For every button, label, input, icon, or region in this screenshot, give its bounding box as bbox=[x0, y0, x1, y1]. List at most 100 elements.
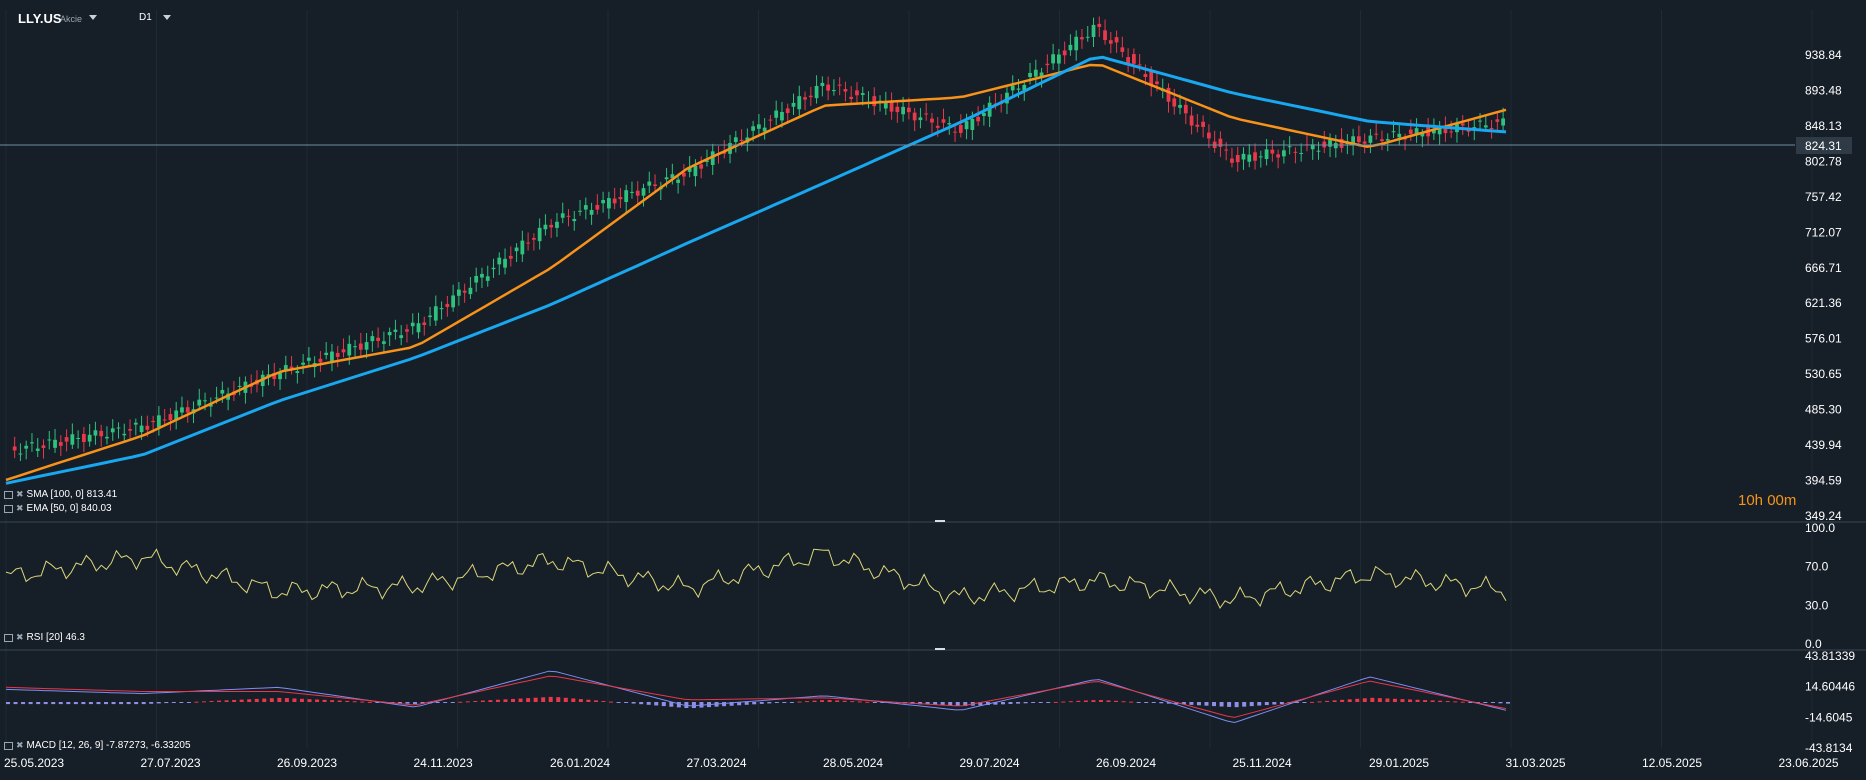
candle-body bbox=[733, 137, 738, 142]
histogram-bar bbox=[337, 700, 342, 702]
histogram-bar bbox=[1392, 698, 1397, 702]
settings-icon[interactable] bbox=[4, 504, 13, 513]
candle-body bbox=[1195, 124, 1200, 127]
candle-body bbox=[1339, 138, 1344, 148]
histogram-bar bbox=[277, 697, 282, 702]
sma-legend[interactable]: ✖ SMA [100, 0] 813.41 bbox=[4, 489, 117, 500]
histogram-bar bbox=[322, 699, 327, 702]
histogram-bar bbox=[1294, 702, 1299, 703]
pane-resize-handle[interactable] bbox=[935, 520, 945, 522]
candle-body bbox=[1097, 23, 1102, 27]
histogram-bar bbox=[593, 700, 598, 702]
candle-body bbox=[393, 329, 398, 332]
candle-body bbox=[1241, 153, 1246, 160]
candle-body bbox=[676, 179, 680, 183]
histogram-bar bbox=[722, 702, 727, 707]
histogram-bar bbox=[759, 702, 764, 704]
histogram-bar bbox=[1483, 702, 1488, 703]
current-price-tag: 824.31 bbox=[1796, 137, 1852, 154]
candle-body bbox=[1039, 72, 1044, 77]
histogram-bar bbox=[1460, 701, 1465, 703]
candle-body bbox=[353, 346, 357, 348]
histogram-bar bbox=[804, 701, 809, 703]
histogram-bar bbox=[1347, 699, 1352, 702]
time-axis-label: 24.11.2023 bbox=[414, 756, 473, 770]
histogram-bar bbox=[842, 700, 847, 702]
sma-legend-label: SMA [100, 0] 813.41 bbox=[26, 489, 118, 500]
histogram-bar bbox=[1114, 700, 1119, 702]
candle-body bbox=[335, 352, 340, 357]
candle-body bbox=[387, 331, 392, 336]
histogram-bar bbox=[1370, 697, 1375, 702]
histogram-bar bbox=[631, 702, 636, 704]
histogram-bar bbox=[1302, 702, 1307, 703]
histogram-bar bbox=[624, 702, 629, 703]
candle-body bbox=[947, 123, 952, 125]
settings-icon[interactable] bbox=[4, 490, 13, 499]
candle-body bbox=[589, 209, 594, 215]
candle-body bbox=[324, 352, 329, 356]
candle-body bbox=[1189, 115, 1194, 126]
histogram-bar bbox=[1385, 698, 1390, 702]
axis-tick-label: 439.94 bbox=[1805, 438, 1842, 452]
candle-body bbox=[941, 119, 946, 123]
candle-body bbox=[630, 191, 634, 193]
histogram-bar bbox=[1061, 701, 1066, 703]
candle-body bbox=[87, 434, 92, 442]
candle-body bbox=[526, 242, 530, 244]
histogram-bar bbox=[134, 702, 139, 705]
candle-body bbox=[1483, 125, 1488, 128]
symbol-name[interactable]: LLY.US bbox=[18, 11, 62, 26]
settings-icon[interactable] bbox=[4, 741, 13, 750]
histogram-bar bbox=[28, 702, 33, 705]
time-axis-label: 26.01.2024 bbox=[550, 756, 610, 770]
candle-body bbox=[1207, 132, 1211, 139]
histogram-bar bbox=[21, 702, 26, 705]
settings-icon[interactable] bbox=[4, 633, 13, 642]
close-icon[interactable]: ✖ bbox=[16, 503, 24, 513]
close-icon[interactable]: ✖ bbox=[16, 489, 24, 499]
ema-legend[interactable]: ✖ EMA [50, 0] 840.03 bbox=[4, 503, 112, 514]
candle-body bbox=[855, 90, 859, 96]
candle-body bbox=[514, 247, 519, 252]
time-axis-label: 12.05.2025 bbox=[1642, 756, 1702, 770]
candle-body bbox=[1022, 84, 1027, 91]
histogram-bar bbox=[691, 702, 696, 709]
histogram-bar bbox=[533, 697, 538, 702]
histogram-bar bbox=[1430, 700, 1435, 702]
histogram-bar bbox=[1159, 702, 1164, 704]
time-axis-label: 26.09.2023 bbox=[277, 756, 337, 770]
histogram-bar bbox=[1468, 702, 1473, 703]
histogram-bar bbox=[1362, 698, 1367, 702]
candle-body bbox=[964, 121, 969, 130]
candle-body bbox=[64, 437, 69, 442]
histogram-bar bbox=[96, 702, 101, 705]
candle-body bbox=[768, 119, 773, 121]
close-icon[interactable]: ✖ bbox=[16, 740, 24, 750]
candle-body bbox=[970, 118, 975, 130]
histogram-bar bbox=[397, 702, 402, 704]
time-axis-label: 29.07.2024 bbox=[960, 756, 1020, 770]
candle-body bbox=[1149, 70, 1154, 86]
histogram-bar bbox=[774, 702, 779, 703]
timeframe-select[interactable]: D1 bbox=[133, 10, 177, 27]
candle-body bbox=[1062, 50, 1067, 56]
candle-body bbox=[1443, 125, 1448, 134]
histogram-bar bbox=[1181, 702, 1186, 705]
close-icon[interactable]: ✖ bbox=[16, 632, 24, 642]
histogram-bar bbox=[1408, 699, 1413, 702]
candle-body bbox=[1362, 141, 1367, 144]
candle-body bbox=[832, 90, 836, 92]
candle-body bbox=[180, 407, 184, 413]
histogram-bar bbox=[119, 702, 124, 705]
rsi-legend[interactable]: ✖ RSI [20] 46.3 bbox=[4, 632, 85, 643]
pane-resize-handle[interactable] bbox=[935, 648, 945, 650]
histogram-bar bbox=[1083, 700, 1088, 702]
macd-legend[interactable]: ✖ MACD [12, 26, 9] -7.87273, -6.33205 bbox=[4, 740, 191, 751]
candle-body bbox=[560, 213, 565, 218]
histogram-bar bbox=[330, 700, 335, 702]
histogram-bar bbox=[13, 702, 18, 705]
candle-body bbox=[422, 322, 427, 325]
symbol-dropdown-icon[interactable] bbox=[89, 15, 97, 20]
